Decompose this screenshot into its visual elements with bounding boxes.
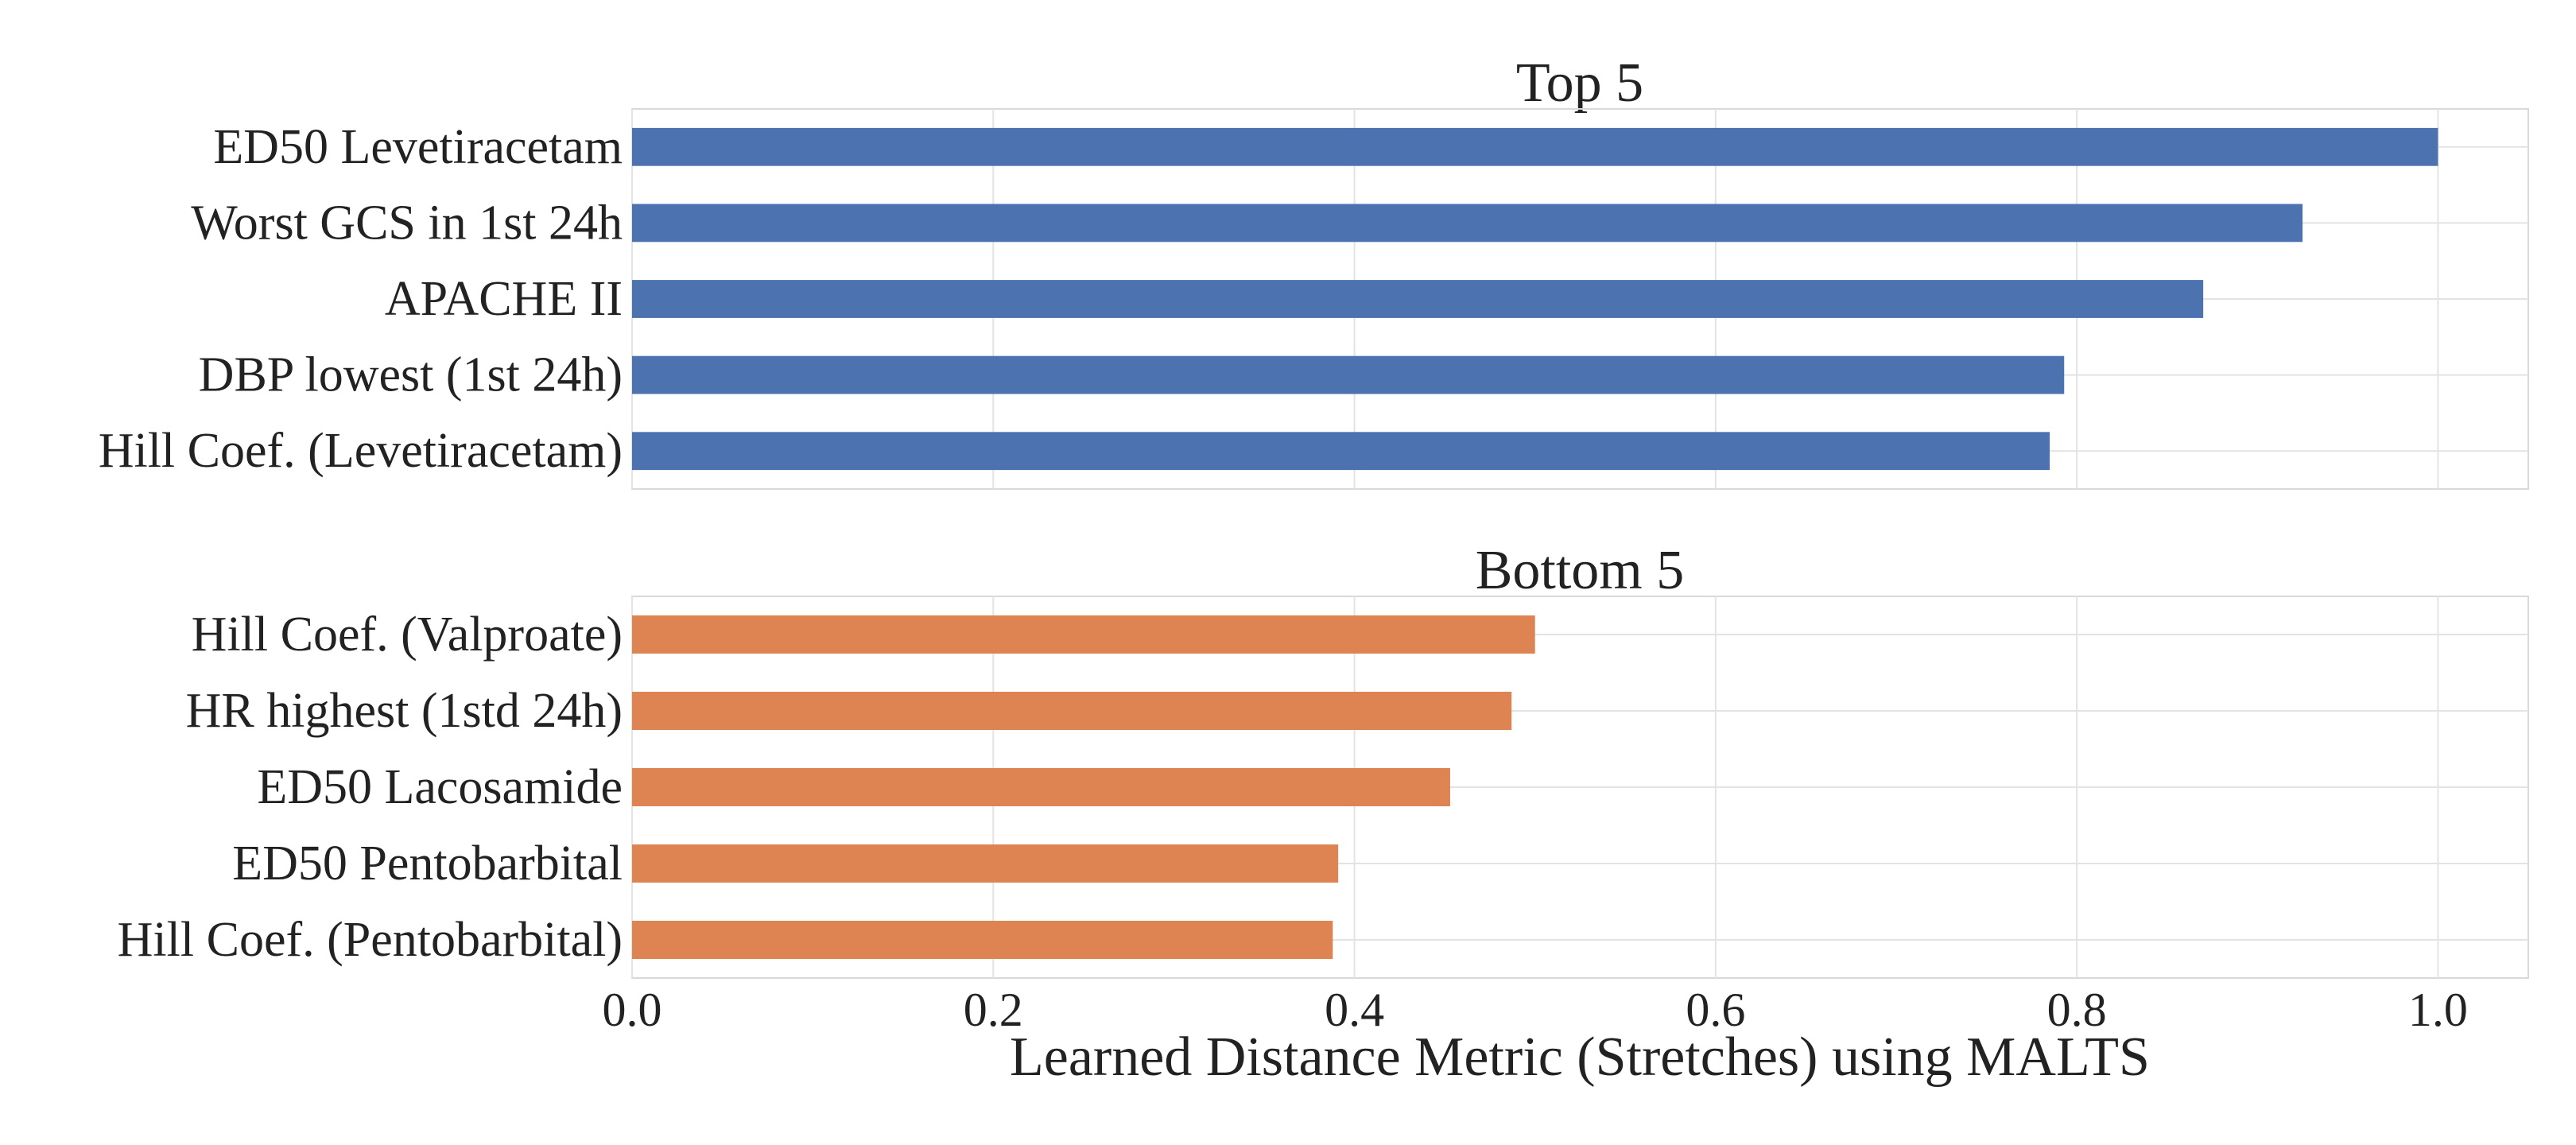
category-label: DBP lowest (1st 24h) <box>199 348 623 402</box>
category-label: Hill Coef. (Valproate) <box>192 607 623 662</box>
x-axis-label: Learned Distance Metric (Stretches) usin… <box>1010 1027 2150 1088</box>
bottom-panel-title: Bottom 5 <box>1476 540 1685 601</box>
bottom-5-panel: Bottom 5 Hill Coef. (Valproate) HR highes… <box>118 540 2529 979</box>
bar <box>632 768 1450 806</box>
category-label: ED50 Levetiracetam <box>213 120 623 174</box>
category-label: Hill Coef. (Pentobarbital) <box>118 913 623 967</box>
top-5-panel: Top 5 ED50 Levetiracetam Worst GCS in 1st… <box>99 52 2529 490</box>
category-label: ED50 Pentobarbital <box>232 836 623 891</box>
x-axis-ticks: 0.0 0.2 0.4 0.6 0.8 1.0 <box>603 984 2468 1036</box>
x-tick-label: 1.0 <box>2408 984 2468 1036</box>
category-label: Hill Coef. (Levetiracetam) <box>99 424 623 478</box>
bar <box>632 844 1339 883</box>
x-tick-label: 0.0 <box>603 984 662 1036</box>
bar <box>632 204 2303 243</box>
bar <box>632 615 1535 654</box>
category-label: ED50 Lacosamide <box>257 760 623 814</box>
x-tick-label: 0.6 <box>1686 984 1745 1036</box>
category-label: APACHE II <box>385 272 623 326</box>
x-tick-label: 0.8 <box>2047 984 2107 1036</box>
top-panel-title: Top 5 <box>1516 52 1643 114</box>
category-label: HR highest (1std 24h) <box>186 684 623 738</box>
bar <box>632 921 1333 959</box>
x-tick-label: 0.2 <box>964 984 1023 1036</box>
x-tick-label: 0.4 <box>1325 984 1384 1036</box>
bar <box>632 432 2050 471</box>
bar <box>632 355 2065 394</box>
bar <box>632 692 1512 730</box>
bar <box>632 127 2438 166</box>
category-label: Worst GCS in 1st 24h <box>191 196 623 250</box>
bar <box>632 280 2204 318</box>
